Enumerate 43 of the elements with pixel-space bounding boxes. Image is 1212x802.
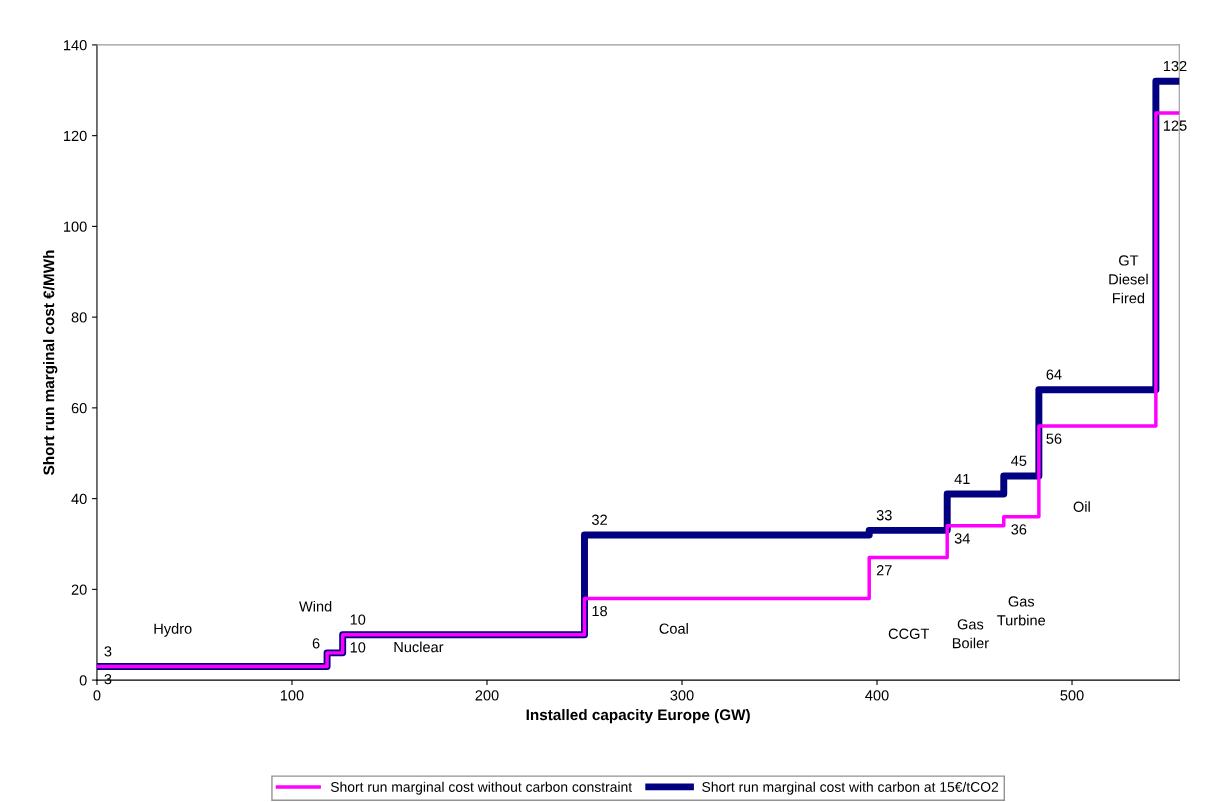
annotation: CCGT xyxy=(888,628,930,639)
x-tick-label: 200 xyxy=(475,690,499,701)
data-label: 10 xyxy=(350,614,366,625)
data-label: 3 xyxy=(104,646,112,657)
data-label: 18 xyxy=(592,605,608,617)
annotation: Oil xyxy=(1073,501,1090,512)
y-tick-label: 40 xyxy=(71,493,87,505)
x-axis-title: Installed capacity Europe (GW) xyxy=(526,708,750,724)
x-tick-label: 100 xyxy=(280,690,304,701)
data-label: 132 xyxy=(1163,60,1187,72)
y-tick-label: 20 xyxy=(71,584,87,595)
data-label: 64 xyxy=(1046,369,1062,380)
y-axis-title: Short run marginal cost €/MWh xyxy=(43,250,58,475)
x-tick-label: 300 xyxy=(670,690,694,701)
x-tick-label: 0 xyxy=(93,690,101,701)
data-label: 125 xyxy=(1163,120,1187,131)
data-label: 27 xyxy=(876,565,892,576)
data-label: 36 xyxy=(1011,524,1027,535)
y-tick-label: 0 xyxy=(79,675,87,686)
data-label: 56 xyxy=(1046,433,1062,444)
y-tick-label: 60 xyxy=(71,402,87,414)
annotation: Gas Boiler xyxy=(952,619,989,649)
annotation: Wind xyxy=(299,600,332,612)
data-label: 6 xyxy=(312,638,320,649)
data-label: 45 xyxy=(1011,455,1027,466)
annotation: Gas Turbine xyxy=(997,596,1046,626)
x-tick-label: 500 xyxy=(1060,690,1084,701)
data-label: 32 xyxy=(591,514,607,525)
y-tick-label: 120 xyxy=(64,130,87,142)
annotation: Hydro xyxy=(154,623,192,637)
y-tick-label: 100 xyxy=(64,221,87,232)
legend-label: Short run marginal cost without carbon constraint xyxy=(330,781,633,795)
data-label: 10 xyxy=(350,642,366,653)
data-label: 34 xyxy=(954,533,970,544)
legend-label: Short run marginal cost with carbon at 15€/tCO2 xyxy=(702,781,999,795)
annotation: Nuclear xyxy=(394,641,444,653)
y-tick-label: 140 xyxy=(64,40,87,51)
x-tick-label: 400 xyxy=(865,690,889,701)
annotation: GT Diesel Fired xyxy=(1109,255,1148,304)
data-label: 41 xyxy=(954,473,970,484)
y-tick-label: 80 xyxy=(71,312,87,323)
data-label: 33 xyxy=(876,510,892,521)
annotation: Coal xyxy=(659,623,688,634)
